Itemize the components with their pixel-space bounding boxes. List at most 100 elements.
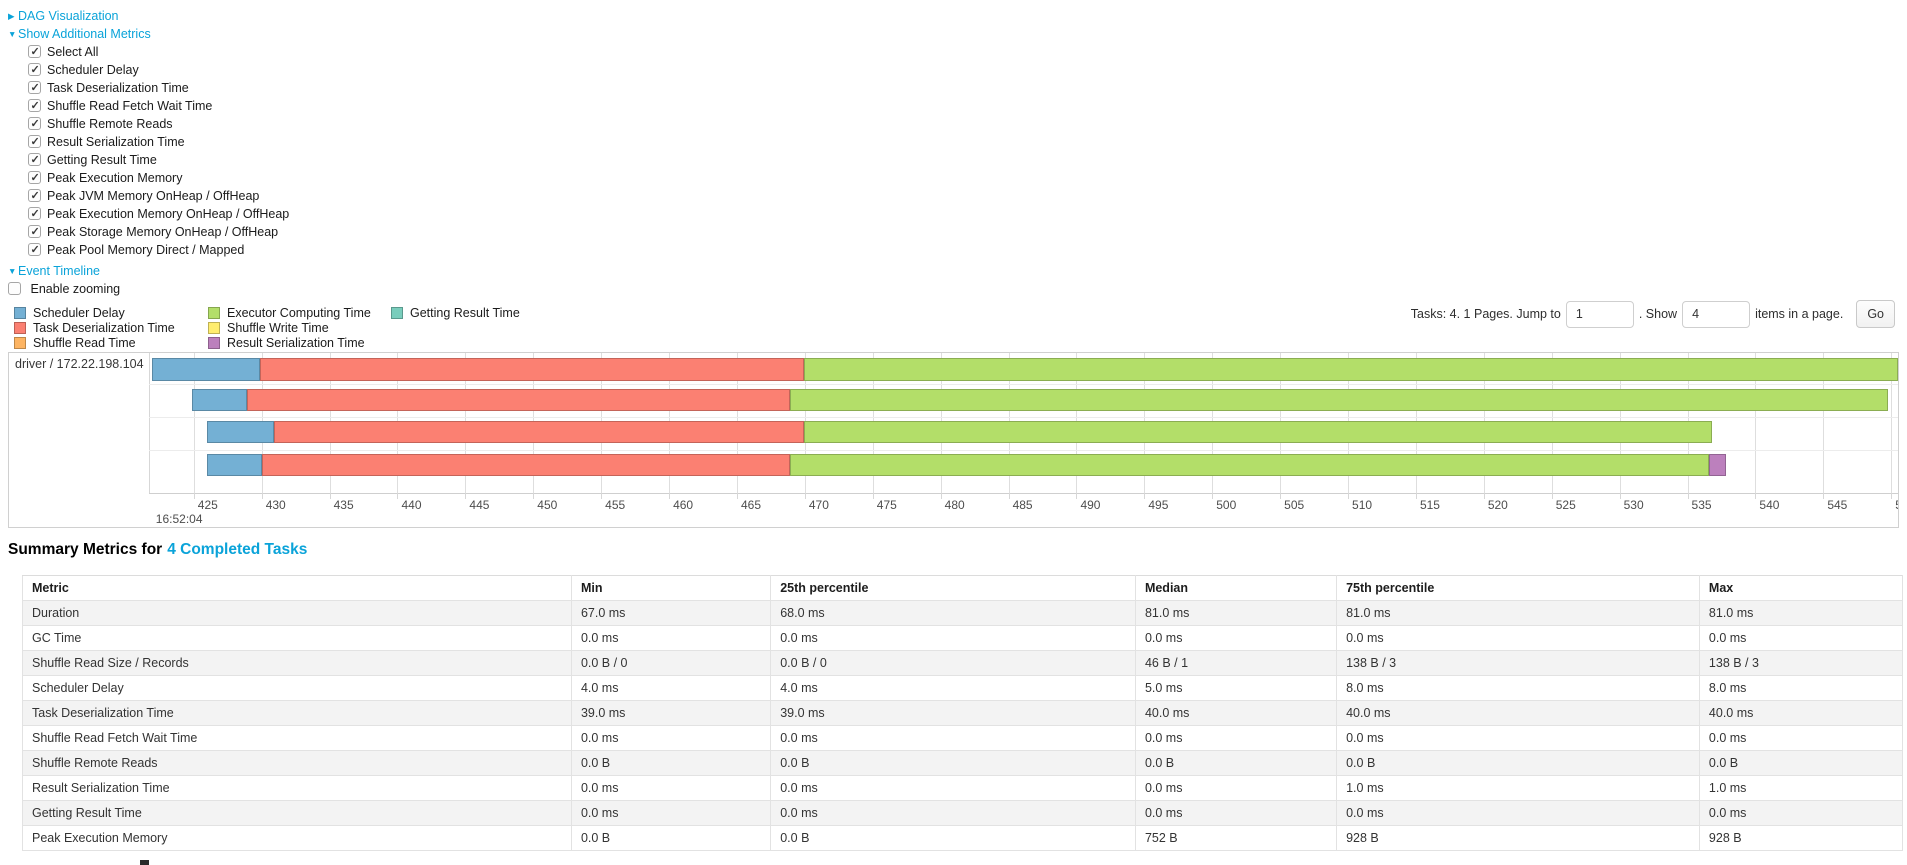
metric-checkbox-row[interactable]: Peak Pool Memory Direct / Mapped	[28, 241, 289, 259]
axis-tick-label: 490	[1080, 498, 1101, 512]
axis-tick-label: 440	[401, 498, 422, 512]
metric-checkbox-row[interactable]: Peak JVM Memory OnHeap / OffHeap	[28, 187, 289, 205]
task-bar-segment-task_deserialization_time[interactable]	[273, 421, 804, 443]
metric-checkbox-label: Result Serialization Time	[47, 135, 185, 149]
axis-tick	[1551, 493, 1553, 499]
task-bar-segment-task_deserialization_time[interactable]	[260, 358, 804, 381]
task-bar-segment-executor_computing_time[interactable]	[803, 421, 1712, 443]
table-cell: Getting Result Time	[22, 800, 572, 826]
table-cell: 0.0 ms	[1134, 625, 1338, 651]
column-header: Max	[1698, 575, 1904, 601]
axis-tick-label: 510	[1352, 498, 1373, 512]
stage-page-controls: ▶ DAG Visualization ▼ Show Additional Metr…	[8, 7, 289, 298]
table-cell: 40.0 ms	[1134, 700, 1338, 726]
legend-item: Shuffle Write Time	[208, 321, 391, 336]
task-bar-segment-scheduler_delay[interactable]	[207, 421, 274, 443]
table-row: Shuffle Remote Reads 0.0 B 0.0 B 0.0 B 0.0 B…	[22, 750, 1904, 776]
enable-zooming-label: Enable zooming	[30, 282, 121, 296]
table-cell: 0.0 ms	[1134, 775, 1338, 801]
legend-swatch-shuffle_write_time	[208, 322, 220, 334]
metric-checkbox-8[interactable]	[28, 189, 41, 202]
task-bar-segment-scheduler_delay[interactable]	[192, 389, 247, 411]
enable-zooming-row[interactable]: Enable zooming	[8, 280, 289, 298]
table-cell: 0.0 ms	[1698, 625, 1904, 651]
table-row: GC Time 0.0 ms 0.0 ms 0.0 ms 0.0 ms 0.0 ms	[22, 625, 1904, 651]
table-cell: 1.0 ms	[1336, 775, 1700, 801]
jump-to-page-input[interactable]	[1565, 300, 1634, 328]
metric-checkbox-3[interactable]	[28, 99, 41, 112]
go-button[interactable]: Go	[1856, 300, 1895, 328]
table-cell: 40.0 ms	[1698, 700, 1904, 726]
metric-checkbox-label: Select All	[47, 45, 99, 59]
task-bar-segment-executor_computing_time[interactable]	[789, 454, 1710, 476]
metric-checkbox-6[interactable]	[28, 153, 41, 166]
axis-tick	[872, 493, 874, 499]
metric-checkbox-11[interactable]	[28, 243, 41, 256]
table-cell: 8.0 ms	[1336, 675, 1700, 701]
metric-checkbox-row[interactable]: Peak Execution Memory	[28, 169, 289, 187]
table-cell: Peak Execution Memory	[22, 825, 572, 851]
metric-checkbox-row[interactable]: Shuffle Read Fetch Wait Time	[28, 97, 289, 115]
table-cell: Scheduler Delay	[22, 675, 572, 701]
dag-visualization-toggle[interactable]: ▶ DAG Visualization	[8, 9, 119, 23]
event-timeline-toggle[interactable]: ▼ Event Timeline	[8, 264, 100, 278]
metric-checkbox-9[interactable]	[28, 207, 41, 220]
metric-checkbox-4[interactable]	[28, 117, 41, 130]
axis-tick-label: 505	[1284, 498, 1305, 512]
axis-tick	[397, 493, 399, 499]
table-cell: 0.0 ms	[1698, 800, 1904, 826]
table-cell: 0.0 B	[570, 825, 772, 851]
metric-checkbox-1[interactable]	[28, 63, 41, 76]
gridline	[1823, 353, 1825, 493]
items-per-page-input[interactable]	[1682, 300, 1751, 328]
metric-checkbox-row[interactable]: Peak Execution Memory OnHeap / OffHeap	[28, 205, 289, 223]
table-cell: 0.0 ms	[770, 800, 1136, 826]
task-bar-segment-scheduler_delay[interactable]	[151, 358, 261, 381]
legend-swatch-result_serialization_time	[208, 337, 220, 349]
show-additional-metrics-toggle[interactable]: ▼ Show Additional Metrics	[8, 27, 151, 41]
metric-checkbox-label: Getting Result Time	[47, 153, 157, 167]
metric-checkbox-row[interactable]: Select All	[28, 43, 289, 61]
axis-tick	[1891, 493, 1893, 499]
metric-checkbox-row[interactable]: Task Deserialization Time	[28, 79, 289, 97]
table-cell: GC Time	[22, 625, 572, 651]
axis-tick-label: 470	[808, 498, 829, 512]
clipped-next-section-heading	[140, 860, 149, 865]
metric-checkbox-row[interactable]: Result Serialization Time	[28, 133, 289, 151]
table-cell: 0.0 ms	[570, 725, 772, 751]
table-cell: 0.0 ms	[1698, 725, 1904, 751]
metric-checkbox-row[interactable]: Scheduler Delay	[28, 61, 289, 79]
task-bar-segment-scheduler_delay[interactable]	[207, 454, 262, 476]
metric-checkbox-2[interactable]	[28, 81, 41, 94]
task-bar-segment-executor_computing_time[interactable]	[789, 389, 1889, 411]
executor-group-label: driver / 172.22.198.104	[15, 357, 144, 371]
task-bar-segment-task_deserialization_time[interactable]	[246, 389, 790, 411]
axis-tick	[804, 493, 806, 499]
task-bar-segment-task_deserialization_time[interactable]	[261, 454, 790, 476]
completed-tasks-link[interactable]: 4 Completed Tasks	[167, 541, 308, 558]
metric-checkbox-label: Task Deserialization Time	[47, 81, 189, 95]
axis-tick-label: 500	[1216, 498, 1237, 512]
table-cell: Duration	[22, 600, 572, 626]
legend-item: Shuffle Read Time	[14, 336, 208, 351]
axis-tick-label: 535	[1691, 498, 1712, 512]
metric-checkbox-row[interactable]: Peak Storage Memory OnHeap / OffHeap	[28, 223, 289, 241]
table-row: Shuffle Read Fetch Wait Time 0.0 ms 0.0 ms…	[22, 725, 1904, 751]
event-timeline-chart: driver / 172.22.198.104 16:52:04 425 430 4…	[8, 352, 1899, 528]
axis-tick-label: 445	[469, 498, 490, 512]
metric-checkbox-row[interactable]: Getting Result Time	[28, 151, 289, 169]
metric-checkbox-10[interactable]	[28, 225, 41, 238]
metric-checkbox-list: Select All Scheduler Delay Task Deserializ…	[8, 43, 289, 259]
task-bar-segment-executor_computing_time[interactable]	[803, 358, 1898, 381]
table-cell: 0.0 B	[1336, 750, 1700, 776]
metric-checkbox-0[interactable]	[28, 45, 41, 58]
task-bar-segment-result_serialization_time[interactable]	[1709, 454, 1726, 476]
axis-tick	[465, 493, 467, 499]
timeline-plot-area: 16:52:04 425 430 435 440 445 450 455 460 465 470 4…	[149, 353, 1898, 527]
metric-checkbox-7[interactable]	[28, 171, 41, 184]
axis-tick-label: 485	[1012, 498, 1033, 512]
metric-checkbox-5[interactable]	[28, 135, 41, 148]
metric-checkbox-row[interactable]: Shuffle Remote Reads	[28, 115, 289, 133]
enable-zooming-checkbox[interactable]	[8, 282, 21, 295]
show-label: . Show	[1638, 307, 1678, 321]
